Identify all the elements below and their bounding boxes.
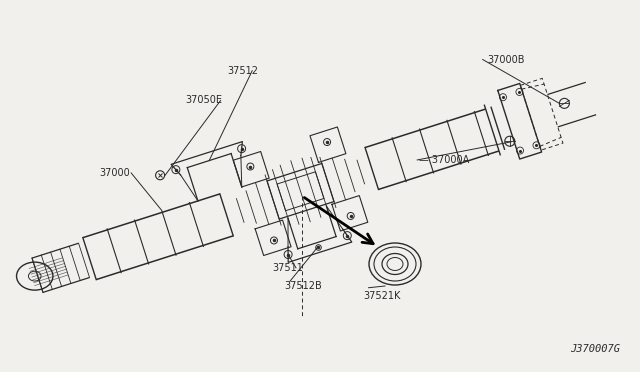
Text: J370007G: J370007G bbox=[570, 344, 620, 354]
Text: — 37000A: — 37000A bbox=[419, 155, 470, 165]
Text: 37511: 37511 bbox=[272, 263, 303, 273]
Text: 37000B: 37000B bbox=[488, 55, 525, 64]
Text: 37512B: 37512B bbox=[285, 282, 323, 291]
Text: 37512: 37512 bbox=[227, 66, 258, 76]
Text: 37521K: 37521K bbox=[364, 291, 401, 301]
Text: 37000: 37000 bbox=[99, 168, 130, 178]
Text: 37050E: 37050E bbox=[186, 96, 223, 105]
